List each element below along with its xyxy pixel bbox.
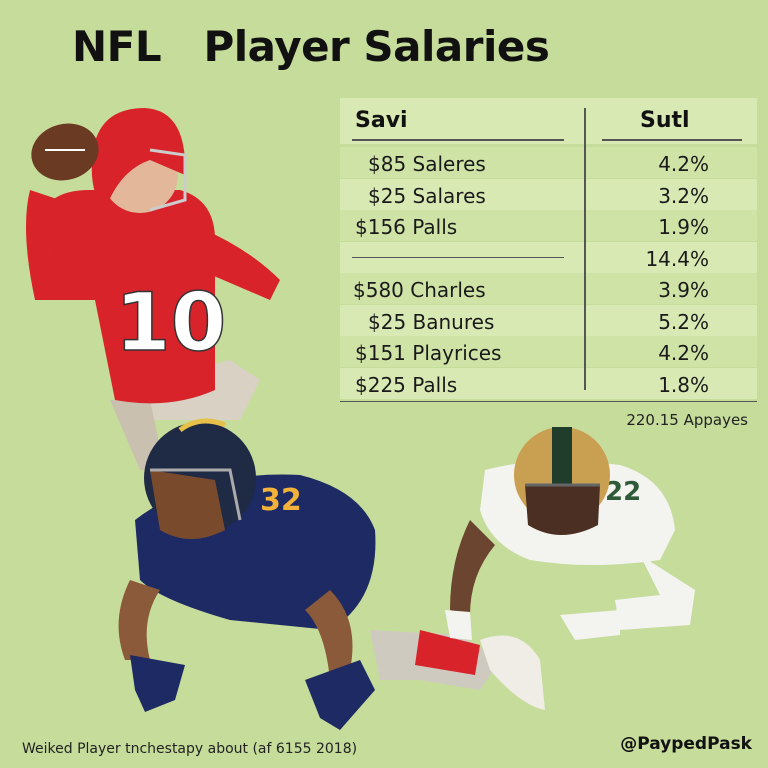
header-rule — [352, 139, 564, 141]
svg-text:10: 10 — [115, 276, 226, 369]
table-row: $85 Saleres 4.2% — [340, 147, 757, 178]
title: NFL Player Salaries — [72, 22, 550, 71]
percent-cell: 4.2% — [658, 152, 709, 176]
table-row: $25 Banures 5.2% — [340, 304, 757, 336]
table-row: $580 Charles 3.9% — [340, 273, 757, 304]
table-header: Savi Sutl — [340, 98, 757, 144]
column-header: Savi — [355, 108, 408, 133]
table-row: 14.4% — [340, 241, 757, 273]
salary-cell: $580 Charles — [353, 278, 486, 302]
salary-cell: $156 Palls — [355, 215, 458, 239]
salary-cell: $25 Banures — [368, 309, 495, 334]
percent-cell: 3.9% — [658, 278, 709, 302]
source-note: Weiked Player tnchestapy about (af 6155 … — [22, 741, 358, 757]
percent-cell: 3.2% — [658, 183, 709, 208]
percent-cell: 5.2% — [658, 309, 709, 334]
salary-cell: $25 Salares — [368, 183, 486, 208]
percent-cell: 1.8% — [658, 372, 709, 397]
receiver: 22 — [445, 427, 695, 640]
defender: 32 — [118, 418, 545, 730]
table-row: $151 Playrices 4.2% — [340, 336, 757, 367]
table-note: 220.15 Appayes — [626, 411, 748, 429]
table-row: $156 Palls 1.9% — [340, 210, 757, 241]
percent-cell: 1.9% — [658, 215, 709, 239]
salary-table: Savi Sutl $85 Saleres 4.2% $25 Salares 3.2%… — [340, 98, 757, 402]
column-divider — [584, 108, 586, 390]
percent-cell: 4.2% — [658, 341, 709, 365]
salary-cell: $151 Playrices — [355, 341, 502, 365]
percent-cell: 14.4% — [645, 246, 709, 271]
table-row: $25 Salares 3.2% — [340, 178, 757, 210]
svg-text:32: 32 — [260, 483, 302, 518]
quarterback: 10 — [26, 108, 280, 470]
salary-cell: $225 Palls — [355, 372, 458, 397]
handle: @PaypedPask — [620, 734, 752, 754]
svg-text:22: 22 — [605, 477, 641, 507]
row-rule — [352, 256, 564, 258]
column-header: Sutl — [640, 108, 690, 133]
header-rule — [602, 139, 742, 141]
salary-cell: $85 Saleres — [368, 152, 486, 176]
table-row: $225 Palls 1.8% — [340, 367, 757, 399]
